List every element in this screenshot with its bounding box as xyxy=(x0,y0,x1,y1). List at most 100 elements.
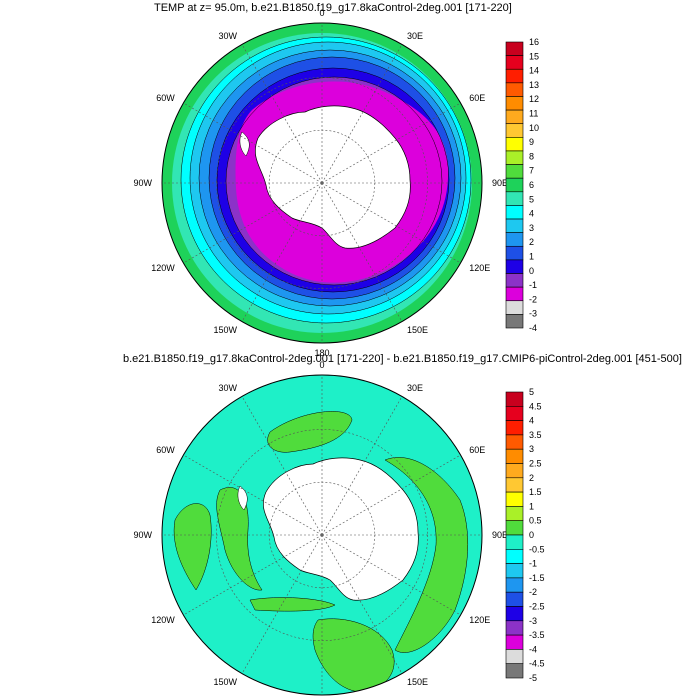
colorbar-label: 2.5 xyxy=(529,459,542,469)
colorbar-label: -1 xyxy=(529,280,537,290)
longitude-label: 30E xyxy=(407,31,423,41)
longitude-label: 120E xyxy=(469,615,490,625)
colorbar-swatch xyxy=(505,68,524,84)
colorbar-label: 0 xyxy=(529,530,534,540)
colorbar-label: -2.5 xyxy=(529,602,545,612)
colorbar-label: 16 xyxy=(529,37,539,47)
colorbar-swatch xyxy=(505,634,524,650)
longitude-label: 180 xyxy=(314,348,329,358)
longitude-label: 120E xyxy=(469,263,490,273)
colorbar-label: 2 xyxy=(529,473,534,483)
longitude-label: 150E xyxy=(407,325,428,335)
meridian-line xyxy=(321,534,461,616)
colorbar-swatch xyxy=(505,137,524,152)
difference-colorbar: 5 4.5 4 3.5 3 2.5 2 1.5 1 0.5 0 -0.5 -1 -1.5 -2 -2.5 -3 -… xyxy=(505,387,545,683)
colorbar-label: 1 xyxy=(529,501,534,511)
colorbar-label: 1.5 xyxy=(529,487,542,497)
longitude-label: 120W xyxy=(151,615,175,625)
colorbar-label: 4 xyxy=(529,209,534,219)
colorbar-label: 6 xyxy=(529,180,534,190)
longitude-label: 150W xyxy=(213,677,237,687)
colorbar-swatch xyxy=(505,563,524,579)
map-boundary xyxy=(161,374,483,696)
colorbar-label: 14 xyxy=(529,66,539,76)
colorbar-label: -2 xyxy=(529,294,537,304)
colorbar-label: 10 xyxy=(529,123,539,133)
colorbar-swatch xyxy=(505,205,524,220)
longitude-label: 60W xyxy=(156,445,175,455)
meridian-line xyxy=(321,182,461,264)
colorbar-label: -4.5 xyxy=(529,659,545,669)
map-boundary xyxy=(161,22,483,344)
colorbar-swatch xyxy=(505,232,524,247)
meridian-line xyxy=(183,102,323,184)
colorbar-swatch xyxy=(505,620,524,636)
colorbar-label: 3 xyxy=(529,223,534,233)
colorbar-swatch xyxy=(505,463,524,479)
longitude-label: 90W xyxy=(133,530,152,540)
colorbar-label: 15 xyxy=(529,51,539,61)
colorbar-swatch xyxy=(505,150,524,165)
longitude-label: 150W xyxy=(213,325,237,335)
colorbar-label: 0 xyxy=(529,266,534,276)
colorbar-label: -0.5 xyxy=(529,544,545,554)
panel-1-title: TEMP at z= 95.0m, b.e21.B1850.f19_g17.8k… xyxy=(154,2,512,14)
meridian-line xyxy=(183,182,323,264)
colorbar-swatch xyxy=(505,286,524,302)
peninsula xyxy=(239,131,250,157)
meridian-line xyxy=(321,396,403,536)
graticule xyxy=(162,23,482,343)
colorbar-label: 0.5 xyxy=(529,516,542,526)
colorbar-label: 9 xyxy=(529,137,534,147)
longitude-label: 60E xyxy=(469,445,485,455)
antarctica-landmass xyxy=(262,457,419,601)
longitude-labels: 0 30E 60E 90E 120E 150E 180 150W 120W 90W 60W 30W xyxy=(133,8,508,358)
colorbar-swatch xyxy=(505,123,524,138)
colorbar-label: 4.5 xyxy=(529,401,542,411)
positive-patch-amundsen xyxy=(249,597,336,612)
colorbar-label: 4 xyxy=(529,416,534,426)
colorbar-label: 2 xyxy=(529,237,534,247)
longitude-label: 90E xyxy=(492,530,508,540)
colorbar-swatch xyxy=(505,109,524,125)
meridian-line xyxy=(183,454,323,536)
colorbar-swatch xyxy=(505,405,524,421)
colorbar-label: 7 xyxy=(529,166,534,176)
colorbar-swatch xyxy=(505,300,524,315)
meridian-line xyxy=(241,182,323,322)
colorbar-swatch xyxy=(505,259,524,274)
colorbar-label: 5 xyxy=(529,387,534,397)
colorbar-swatch xyxy=(505,191,524,206)
meridian-line xyxy=(241,396,323,536)
contour-lines xyxy=(180,36,472,324)
longitude-label: 90W xyxy=(133,178,152,188)
longitude-label: 30E xyxy=(407,383,423,393)
colorbar-swatch xyxy=(505,164,524,179)
colorbar-swatch xyxy=(505,177,524,193)
positive-patch-north xyxy=(267,411,353,453)
colorbar-swatch xyxy=(505,391,524,407)
colorbar-swatch xyxy=(505,591,524,607)
colorbar-swatch xyxy=(505,491,524,507)
colorbar-label: -3 xyxy=(529,616,537,626)
colorbar-swatch xyxy=(505,434,524,450)
colorbar-swatch xyxy=(505,548,524,564)
colorbar-label: 1 xyxy=(529,252,534,262)
longitude-label: 150E xyxy=(407,677,428,687)
meridian-line xyxy=(241,44,323,184)
colorbar-label: -3 xyxy=(529,309,537,319)
colorbar-label: 3.5 xyxy=(529,430,542,440)
colorbar-label: -3.5 xyxy=(529,630,545,640)
colorbar-swatch xyxy=(505,82,524,97)
colorbar-label: 5 xyxy=(529,194,534,204)
colorbar-swatch xyxy=(505,649,524,665)
panel-2-title: b.e21.B1850.f19_g17.8kaControl-2deg.001 … xyxy=(123,353,682,365)
colorbar-swatch xyxy=(505,96,524,111)
colorbar-swatch xyxy=(505,534,524,550)
colorbar-label: 3 xyxy=(529,444,534,454)
colorbar-swatch xyxy=(505,606,524,622)
colorbar-swatch xyxy=(505,663,524,679)
